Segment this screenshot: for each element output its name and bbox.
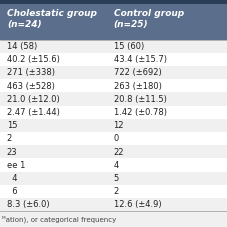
Text: 23: 23 — [7, 148, 17, 157]
Bar — [0, 198, 227, 211]
Text: 8.3 (±6.0): 8.3 (±6.0) — [7, 200, 49, 209]
Bar — [0, 185, 227, 198]
Text: ᴹation), or categorical frequency: ᴹation), or categorical frequency — [2, 215, 116, 223]
Bar — [0, 172, 227, 185]
Bar — [0, 119, 227, 132]
Text: 263 (±180): 263 (±180) — [114, 82, 161, 91]
Text: 15: 15 — [7, 121, 17, 130]
Bar — [0, 0, 227, 40]
Text: 2: 2 — [7, 134, 12, 143]
Text: 2: 2 — [114, 187, 119, 196]
Text: 21.0 (±12.0): 21.0 (±12.0) — [7, 95, 59, 104]
Bar — [0, 66, 227, 79]
Text: 15 (60): 15 (60) — [114, 42, 144, 51]
Text: Cholestatic group
(n=24): Cholestatic group (n=24) — [7, 9, 97, 30]
Bar — [0, 132, 227, 145]
Bar — [0, 53, 227, 66]
Text: 4: 4 — [114, 161, 119, 170]
Text: ee 1: ee 1 — [7, 161, 25, 170]
Text: 1.42 (±0.78): 1.42 (±0.78) — [114, 108, 166, 117]
Bar — [0, 158, 227, 172]
Text: Control group
(n=25): Control group (n=25) — [114, 9, 184, 30]
Bar — [0, 92, 227, 106]
Bar — [0, 106, 227, 119]
Text: 14 (58): 14 (58) — [7, 42, 37, 51]
Text: 722 (±692): 722 (±692) — [114, 69, 161, 77]
Text: 12: 12 — [114, 121, 124, 130]
Text: 43.4 (±15.7): 43.4 (±15.7) — [114, 55, 166, 64]
Text: 6: 6 — [7, 187, 17, 196]
Text: 40.2 (±15.6): 40.2 (±15.6) — [7, 55, 60, 64]
Bar — [0, 79, 227, 92]
Text: 4: 4 — [7, 174, 17, 183]
Text: 0: 0 — [114, 134, 119, 143]
Text: 20.8 (±11.5): 20.8 (±11.5) — [114, 95, 166, 104]
Bar — [0, 145, 227, 158]
Text: 271 (±338): 271 (±338) — [7, 69, 55, 77]
Text: 463 (±528): 463 (±528) — [7, 82, 55, 91]
Text: 22: 22 — [114, 148, 124, 157]
Text: 2.47 (±1.44): 2.47 (±1.44) — [7, 108, 60, 117]
Text: 12.6 (±4.9): 12.6 (±4.9) — [114, 200, 161, 209]
Text: 5: 5 — [114, 174, 119, 183]
Bar — [0, 0, 227, 4]
Bar — [0, 40, 227, 53]
